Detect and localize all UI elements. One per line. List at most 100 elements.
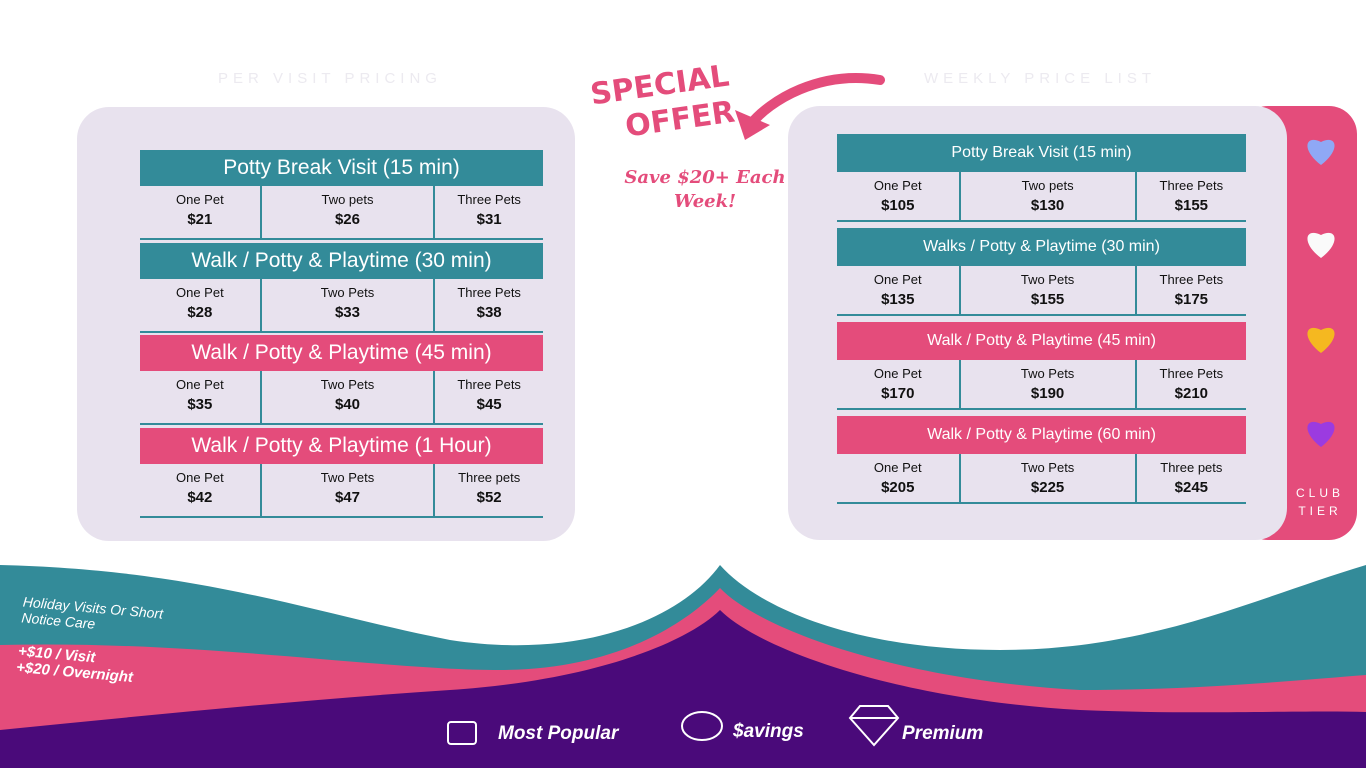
option-label: Two pets [1021, 178, 1074, 193]
option-cell: Two pets $130 [958, 172, 1135, 220]
option-cell: One Pet $135 [837, 266, 959, 314]
table-header: Potty Break Visit (15 min) [140, 150, 543, 186]
table-header: Walk / Potty & Playtime (45 min) [837, 322, 1246, 360]
option-cell: One Pet $205 [837, 454, 959, 502]
option-cell: Three Pets $210 [1134, 360, 1246, 408]
option-price: $31 [476, 211, 502, 228]
option-label: Two Pets [1020, 366, 1075, 381]
price-table: Walk / Potty & Playtime (30 min) One Pet $… [140, 242, 543, 333]
option-price: $135 [881, 291, 915, 308]
option-label: Two Pets [320, 469, 375, 485]
option-price: $130 [1030, 197, 1065, 214]
option-cell: Two pets $26 [259, 186, 434, 238]
option-cell: One Pet $105 [837, 172, 959, 220]
option-price: $190 [1030, 385, 1065, 402]
option-price: $225 [1030, 479, 1065, 496]
option-cell: Three pets $52 [433, 463, 543, 516]
option-label: One Pet [176, 377, 224, 392]
option-price: $205 [881, 479, 915, 496]
option-label: One Pet [176, 192, 224, 207]
subtitle: PER VISIT PRICING [218, 70, 442, 87]
option-label: Two Pets [1020, 272, 1075, 287]
option-label: Two Pets [320, 284, 375, 300]
option-price: $26 [334, 211, 360, 228]
table-header: Walk / Potty & Playtime (1 Hour) [140, 427, 543, 464]
option-price: $175 [1174, 291, 1209, 308]
option-label: Two Pets [320, 377, 375, 392]
table-header: Walk / Potty & Playtime (45 min) [140, 335, 543, 371]
price-table: Walk / Potty & Playtime (45 min) One Pet $… [140, 335, 543, 425]
option-price: $28 [187, 303, 213, 321]
option-label: One Pet [873, 460, 922, 475]
option-label: One Pet [873, 366, 922, 381]
special-note: Save $20+ Each Week! [624, 167, 786, 212]
option-cell: Two Pets $225 [958, 454, 1135, 502]
option-label: Three Pets [457, 192, 521, 207]
option-cell: Three Pets $175 [1134, 266, 1246, 314]
option-cell: One Pet $28 [140, 279, 260, 331]
table-row: One Pet $28 Two Pets $33 Three Pets $38 [140, 278, 543, 333]
option-price: $38 [476, 303, 502, 321]
option-label: One Pet [176, 469, 224, 485]
option-cell: Three Pets $38 [433, 278, 543, 331]
option-cell: Three Pets $155 [1134, 172, 1246, 220]
option-cell: One Pet $35 [140, 371, 260, 423]
option-price: $45 [476, 396, 502, 413]
option-price: $21 [187, 211, 213, 228]
option-cell: Two Pets $47 [259, 463, 434, 516]
price-table: Walk / Potty & Playtime (60 min) One Pet $… [837, 416, 1246, 504]
option-label: Three Pets [1159, 178, 1224, 193]
option-cell: Two Pets $40 [259, 371, 434, 423]
table-row: One Pet $105 Two pets $130 Three Pets $155 [837, 172, 1246, 222]
option-cell: Three Pets $45 [433, 371, 543, 423]
table-row: One Pet $205 Two Pets $225 Three pets $245 [837, 454, 1246, 504]
option-label: Three Pets [457, 377, 521, 392]
option-price: $42 [187, 488, 213, 506]
option-price: $245 [1174, 479, 1209, 496]
price-table: Walk / Potty & Playtime (1 Hour) One Pet $… [140, 427, 543, 518]
table-row: One Pet $21 Two pets $26 Three Pets $31 [140, 186, 543, 240]
option-price: $35 [187, 396, 213, 413]
option-price: $155 [1174, 197, 1209, 214]
option-cell: Two Pets $33 [259, 278, 434, 331]
option-cell: Three Pets $31 [433, 186, 543, 238]
option-cell: One Pet $42 [140, 464, 260, 516]
legend-item: Most Popular [498, 723, 619, 744]
option-label: Two Pets [1020, 460, 1075, 475]
price-table: Walks / Potty & Playtime (30 min) One Pet… [837, 228, 1246, 316]
option-cell: Two Pets $155 [958, 266, 1135, 314]
option-label: Two pets [321, 192, 374, 207]
subtitle: WEEKLY PRICE LIST [924, 70, 1156, 87]
option-price: $210 [1174, 385, 1209, 402]
option-label: Three Pets [457, 284, 521, 300]
table-row: One Pet $170 Two Pets $190 Three Pets $210 [837, 360, 1246, 410]
option-price: $47 [334, 488, 360, 506]
option-label: One Pet [873, 178, 922, 193]
price-table: Walk / Potty & Playtime (45 min) One Pet $… [837, 322, 1246, 410]
option-price: $170 [881, 385, 915, 402]
option-price: $40 [334, 396, 360, 413]
club-tier: CLUB TIER [1295, 486, 1344, 518]
option-price: $52 [476, 488, 502, 506]
table-header: Walk / Potty & Playtime (30 min) [140, 242, 543, 279]
table-row: One Pet $42 Two Pets $47 Three pets $52 [140, 463, 543, 518]
option-cell: One Pet $170 [837, 360, 959, 408]
option-cell: Two Pets $190 [958, 360, 1135, 408]
option-label: Three pets [1160, 460, 1223, 475]
option-cell: Three pets $245 [1134, 454, 1246, 502]
price-table: Potty Break Visit (15 min) One Pet $21 Two … [140, 150, 543, 240]
table-row: One Pet $35 Two Pets $40 Three Pets $45 [140, 371, 543, 425]
table-header: Walk / Potty & Playtime (60 min) [837, 416, 1246, 454]
option-price: $155 [1030, 291, 1065, 308]
option-label: Three Pets [1159, 366, 1224, 381]
price-table: Potty Break Visit (15 min) One Pet $105 Two… [837, 134, 1246, 222]
option-label: Three Pets [1159, 272, 1224, 287]
table-header: Potty Break Visit (15 min) [837, 134, 1246, 172]
option-label: Three pets [458, 469, 521, 485]
legend-item: Premium [902, 723, 984, 744]
option-price: $33 [334, 303, 360, 321]
legend-item: $avings [733, 721, 804, 742]
option-price: $105 [881, 197, 915, 214]
table-header: Walks / Potty & Playtime (30 min) [837, 228, 1246, 266]
